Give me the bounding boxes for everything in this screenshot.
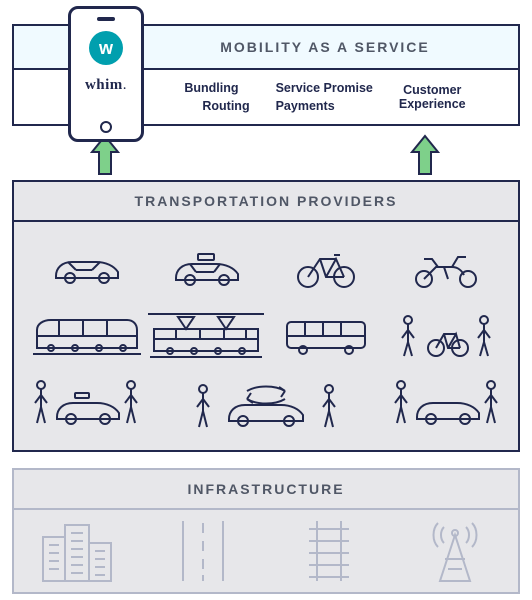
infrastructure-title-bar: INFRASTRUCTURE [14, 470, 518, 510]
buildings-icon [37, 519, 117, 583]
infrastructure-grid [14, 510, 518, 592]
telecom-icon [420, 519, 490, 583]
bike-share-icon [398, 312, 494, 360]
phone-home-icon [100, 121, 112, 133]
infrastructure-title: INFRASTRUCTURE [187, 481, 344, 497]
feature-bundling: Bundling [184, 81, 249, 95]
phone-speaker-icon [97, 17, 115, 21]
rail-icon [299, 519, 359, 583]
feature-payments: Payments [276, 99, 373, 113]
phone-mockup: w whim. [68, 6, 144, 142]
maas-title: MOBILITY AS A SERVICE [220, 39, 430, 55]
bus-icon [283, 316, 369, 356]
providers-title: TRANSPORTATION PROVIDERS [135, 193, 398, 209]
providers-grid [14, 222, 518, 450]
feature-routing: Routing [202, 99, 249, 113]
taxi-pickup-icon [31, 377, 141, 429]
metro-icon [31, 314, 141, 358]
app-wordmark: whim. [85, 77, 127, 94]
bicycle-icon [294, 249, 358, 289]
feature-customer-experience: Customer Experience [399, 83, 466, 112]
motorcycle-icon [408, 249, 484, 289]
providers-layer: TRANSPORTATION PROVIDERS [12, 180, 520, 452]
app-badge-icon: w [89, 31, 123, 65]
providers-title-bar: TRANSPORTATION PROVIDERS [14, 182, 518, 222]
feature-service-promise: Service Promise [276, 81, 373, 95]
taxi-icon [168, 250, 244, 288]
car-icon [48, 252, 124, 286]
ride-hail-icon [391, 377, 501, 429]
car-share-icon [191, 375, 341, 431]
road-icon [173, 519, 233, 583]
arrow-up-right-icon [410, 134, 440, 176]
infrastructure-layer: INFRASTRUCTURE [12, 468, 520, 594]
tram-icon [146, 311, 266, 361]
